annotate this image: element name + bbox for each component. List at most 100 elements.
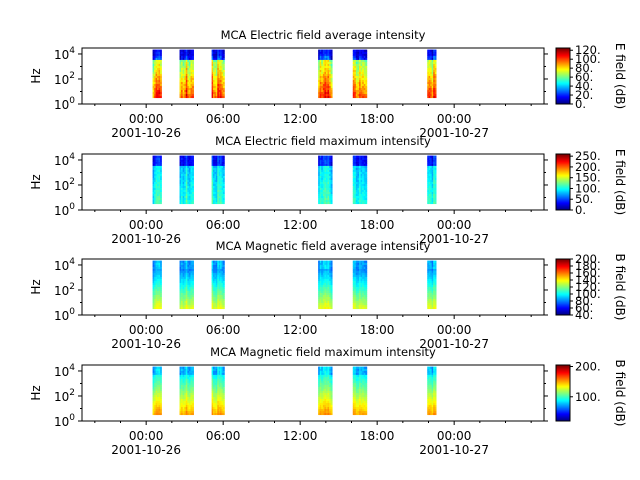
spectrogram-cell <box>431 262 434 265</box>
spectrogram-cell <box>362 199 365 203</box>
spectrogram-cell <box>363 260 366 263</box>
spectrogram-cell <box>185 410 188 414</box>
spectrogram-cell <box>357 290 360 293</box>
spectrogram-cell <box>179 378 182 381</box>
spectrogram-cell <box>365 65 368 68</box>
spectrogram-cell <box>218 71 221 74</box>
spectrogram-cell <box>352 183 355 186</box>
spectrogram-cell <box>319 304 322 308</box>
spectrogram-cell <box>359 91 361 95</box>
spectrogram-cell <box>152 67 155 70</box>
spectrogram-cell <box>428 372 431 375</box>
spectrogram-cell <box>433 404 436 408</box>
spectrogram-cell <box>213 173 215 176</box>
spectrogram-cell <box>223 262 225 265</box>
spectrogram-cell <box>329 408 331 412</box>
spectrogram-cell <box>188 155 191 158</box>
spectrogram-cell <box>152 173 155 176</box>
spectrogram-cell <box>154 201 156 205</box>
spectrogram-cell <box>214 197 217 201</box>
spectrogram-cell <box>221 382 224 385</box>
spectrogram-cell <box>192 298 194 302</box>
spectrogram-cell <box>181 280 183 283</box>
spectrogram-cell <box>187 75 190 78</box>
spectrogram-cell <box>355 302 358 306</box>
spectrogram-cell <box>187 63 190 66</box>
spectrogram-cell <box>359 386 361 389</box>
colorbar-tick-label: 120. <box>575 43 601 57</box>
spectrogram-cell <box>181 288 183 291</box>
spectrogram-cell <box>185 282 188 285</box>
spectrogram-cell <box>152 396 155 399</box>
spectrogram-cell <box>434 366 437 369</box>
spectrogram-cell <box>433 408 436 412</box>
spectrogram-cell <box>434 155 437 158</box>
spectrogram-cell <box>325 402 328 406</box>
spectrogram-cell <box>318 179 320 182</box>
spectrogram-cell <box>157 390 159 393</box>
spectrogram-cell <box>221 169 224 172</box>
spectrogram-cell <box>152 163 155 166</box>
spectrogram-cell <box>152 53 155 56</box>
spectrogram-cell <box>218 388 221 391</box>
spectrogram-cell <box>321 155 324 158</box>
spectrogram-cell <box>359 61 361 64</box>
spectrogram-cell <box>158 175 161 178</box>
spectrogram-cell <box>322 386 325 389</box>
spectrogram-cell <box>325 155 328 158</box>
spectrogram-cell <box>330 183 333 186</box>
spectrogram-cell <box>223 197 225 201</box>
spectrogram-cell <box>182 288 185 291</box>
spectrogram-cell <box>213 284 215 287</box>
spectrogram-cell <box>160 85 162 89</box>
spectrogram-cell <box>430 53 433 56</box>
spectrogram-cell <box>322 378 325 381</box>
spectrogram-cell <box>160 73 162 76</box>
spectrogram-cell <box>354 382 357 385</box>
colorbar-step <box>556 184 570 186</box>
spectrogram-cell <box>179 302 182 306</box>
spectrogram-cell <box>214 83 217 87</box>
spectrogram-cell <box>181 296 183 300</box>
spectrogram-cell <box>190 296 193 300</box>
spectrogram-cell <box>215 181 218 184</box>
spectrogram-cell <box>427 272 430 275</box>
spectrogram-cell <box>329 274 331 277</box>
spectrogram-cell <box>434 67 437 70</box>
spectrogram-cell <box>431 296 434 300</box>
spectrogram-cell <box>363 302 366 306</box>
spectrogram-cell <box>179 270 182 273</box>
spectrogram-cell <box>330 49 333 52</box>
spectrogram-cell <box>434 268 437 271</box>
spectrogram-cell <box>355 290 358 293</box>
spectrogram-cell <box>363 284 366 287</box>
spectrogram-cell <box>220 282 222 285</box>
spectrogram-cell <box>187 264 190 267</box>
spectrogram-cell <box>329 83 331 87</box>
spectrogram-cell <box>218 286 221 289</box>
spectrogram-cell <box>152 95 155 99</box>
spectrogram-cell <box>157 69 159 72</box>
spectrogram-cell <box>355 193 358 197</box>
spectrogram-cell <box>213 63 215 66</box>
spectrogram-cell <box>223 266 225 269</box>
spectrogram-cell <box>192 155 194 158</box>
spectrogram-cell <box>322 91 325 95</box>
spectrogram-cell <box>158 298 161 302</box>
spectrogram-cell <box>325 173 328 176</box>
spectrogram-cell <box>217 91 220 95</box>
spectrogram-cell <box>319 159 322 162</box>
spectrogram-cell <box>321 93 324 97</box>
spectrogram-cell <box>329 181 331 184</box>
spectrogram-cell <box>184 85 187 89</box>
spectrogram-cell <box>190 85 193 89</box>
spectrogram-cell <box>319 266 322 269</box>
spectrogram-cell <box>213 185 215 188</box>
spectrogram-cell <box>152 288 155 291</box>
spectrogram-cell <box>214 195 217 199</box>
spectrogram-cell <box>158 169 161 172</box>
spectrogram-cell <box>428 384 431 387</box>
spectrogram-cell <box>324 300 327 304</box>
spectrogram-cell <box>430 268 433 271</box>
spectrogram-cell <box>431 390 434 393</box>
